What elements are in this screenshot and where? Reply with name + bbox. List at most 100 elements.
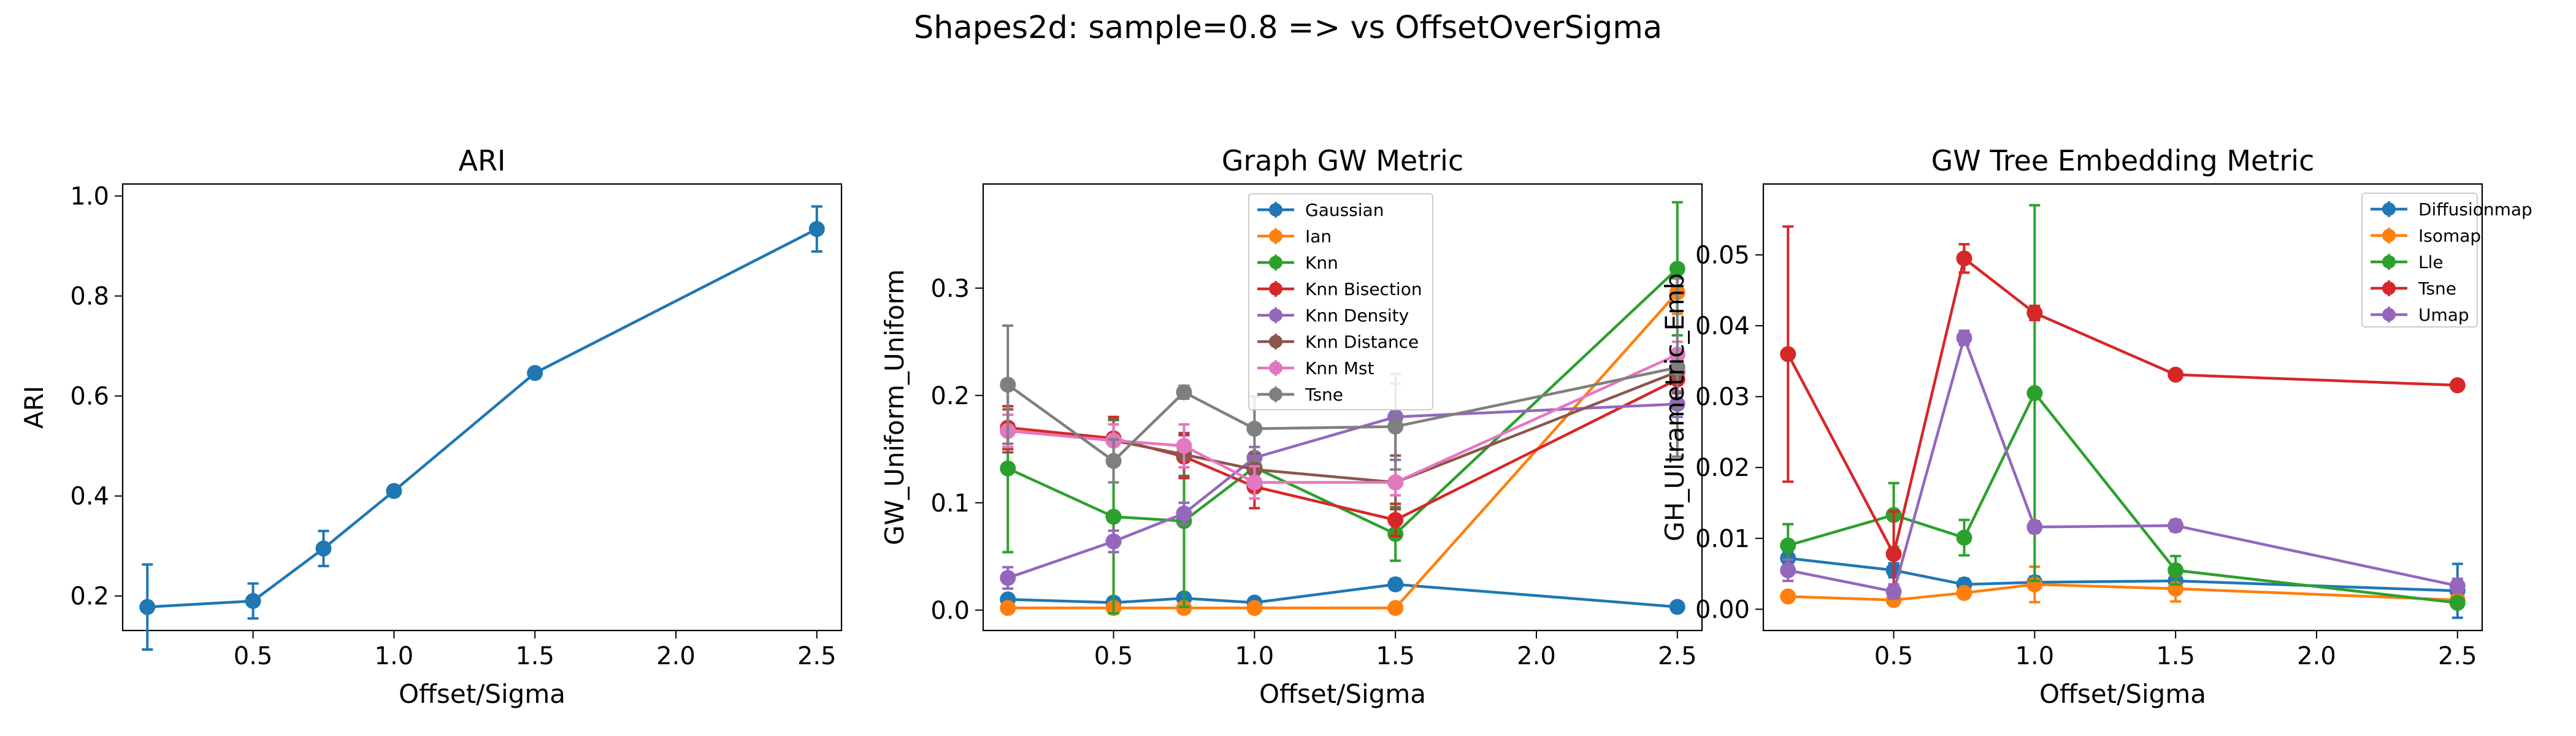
data-point — [1885, 583, 1902, 600]
legend-marker — [1269, 282, 1282, 296]
y-tick-label: 0.01 — [1695, 525, 1750, 553]
data-point — [1669, 261, 1685, 277]
plot-frame — [1762, 183, 2483, 632]
x-tick-label: 2.0 — [2297, 642, 2336, 670]
data-point — [1000, 600, 1016, 616]
legend-label: Tsne — [1305, 385, 1343, 405]
legend-marker — [1269, 229, 1282, 243]
legend-label: Lle — [2418, 252, 2444, 272]
chart-title: ARI — [459, 144, 506, 177]
legend-marker — [1269, 309, 1282, 322]
data-point — [1387, 512, 1404, 528]
data-point — [1176, 438, 1192, 454]
series-line — [147, 228, 818, 608]
data-point — [2026, 305, 2043, 321]
data-point — [527, 365, 543, 381]
y-tick-label: 0.8 — [70, 283, 109, 311]
legend-label: Umap — [2418, 305, 2469, 325]
data-point — [1669, 359, 1685, 376]
data-point — [1885, 546, 1902, 562]
x-tick-label: 1.5 — [515, 642, 554, 670]
legend-marker — [2382, 229, 2396, 242]
x-axis-label: Offset/Sigma — [399, 679, 565, 709]
series-line — [1007, 267, 1679, 535]
data-point — [1000, 570, 1016, 586]
legend-label: Knn Mst — [1305, 358, 1374, 378]
data-point — [1000, 377, 1016, 393]
legend-label: Ian — [1305, 226, 1332, 247]
series-tsne — [1780, 225, 2466, 598]
legend-item: Knn Mst — [1257, 358, 1374, 378]
legend-marker — [2382, 282, 2396, 295]
x-tick-label: 0.5 — [234, 642, 273, 670]
chart-panels: ARI 0.5 1.0 1.5 2.0 2.5 0.2 0.4 0.6 0.8 1.0 Offset/… — [19, 144, 2532, 709]
legend-item: Tsne — [2371, 278, 2456, 299]
legend-item: Knn Distance — [1257, 332, 1419, 352]
data-point — [1246, 600, 1263, 616]
chart-graph-gw-metric: Graph GW Metric 0.5 1.0 1.5 2.0 2.5 0.0 0.1 0.2 0… — [880, 144, 1703, 709]
legend-label: Tsne — [2418, 278, 2456, 299]
data-point — [1669, 599, 1685, 615]
legend-item: Tsne — [1257, 385, 1343, 405]
data-point — [315, 540, 332, 557]
chart-ari: ARI 0.5 1.0 1.5 2.0 2.5 0.2 0.4 0.6 0.8 1.0 Offset/… — [19, 144, 843, 709]
data-point — [1780, 346, 1796, 362]
y-tick-label: 1.0 — [70, 183, 109, 211]
data-point — [1176, 505, 1192, 522]
series-line — [1787, 257, 2458, 556]
x-tick-label: 1.0 — [2015, 642, 2055, 670]
x-tick-label: 1.5 — [1376, 642, 1415, 670]
y-tick-label: 0.2 — [70, 583, 109, 611]
legend-marker — [1269, 256, 1282, 269]
data-point — [1176, 384, 1192, 401]
data-point — [1105, 508, 1122, 525]
x-tick-label: 0.5 — [1094, 642, 1133, 670]
series-diffusionmap — [1780, 550, 2466, 619]
legend-item: Knn — [1257, 253, 1338, 273]
legend-marker — [1269, 335, 1282, 348]
legend-item: Knn Density — [1257, 305, 1409, 326]
series-line — [1787, 556, 2458, 592]
series-line — [1787, 336, 2458, 593]
y-tick-label: 0.03 — [1695, 383, 1750, 412]
data-point — [1780, 537, 1796, 554]
legend-item: Knn Bisection — [1257, 279, 1422, 299]
data-point — [808, 221, 825, 237]
series-line — [1788, 583, 2458, 602]
legend-label: Knn Bisection — [1305, 279, 1422, 299]
x-tick-label: 1.0 — [375, 642, 414, 670]
data-point — [2026, 519, 2043, 535]
y-tick-label: 0.00 — [1695, 596, 1750, 624]
x-tick-label: 2.5 — [797, 642, 837, 670]
data-point — [245, 592, 261, 609]
figure-title: Shapes2d: sample=0.8 => vs OffsetOverSig… — [914, 10, 1662, 46]
legend-label: Knn Distance — [1305, 332, 1419, 352]
data-point — [1246, 474, 1263, 491]
legend-marker — [2382, 255, 2396, 269]
x-tick-label: 0.5 — [1874, 642, 1914, 670]
data-point — [1000, 460, 1016, 477]
data-point — [2168, 366, 2184, 383]
y-tick-label: 0.4 — [70, 483, 109, 511]
x-tick-label: 1.5 — [2156, 642, 2195, 670]
y-axis-label: GW_Uniform_Uniform — [880, 269, 910, 545]
legend-item: Gaussian — [1257, 200, 1384, 220]
y-axis-label: GH_Ultrametric_Emb — [1660, 273, 1690, 541]
series-umap — [1780, 329, 2466, 600]
data-point — [1105, 453, 1122, 469]
data-point — [1956, 250, 1972, 267]
data-point — [1387, 418, 1404, 435]
y-tick-label: 0.02 — [1695, 454, 1750, 482]
data-point — [2449, 578, 2466, 594]
data-point — [1780, 588, 1796, 605]
series-tsne — [1000, 277, 1685, 484]
legend-label: Gaussian — [1305, 200, 1384, 220]
legend-item: Umap — [2371, 305, 2469, 325]
data-point — [1387, 600, 1404, 616]
legend-marker — [2382, 308, 2396, 321]
y-tick-label: 0.0 — [930, 597, 970, 625]
data-point — [2168, 517, 2184, 534]
x-tick-label: 1.0 — [1235, 642, 1275, 670]
data-point — [139, 599, 156, 615]
